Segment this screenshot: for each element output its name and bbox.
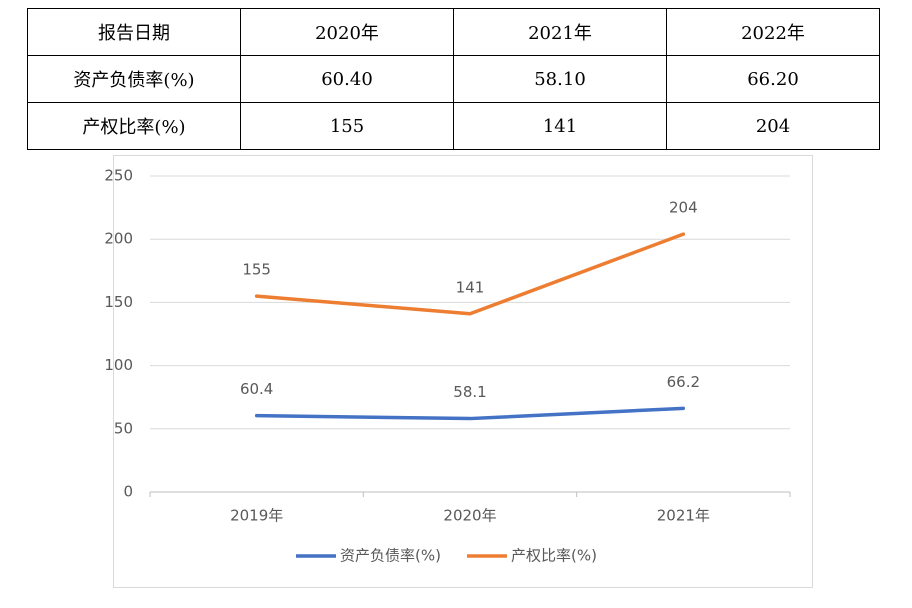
cell: 155 (240, 102, 454, 150)
series-line (254, 406, 686, 421)
cell: 66.20 (666, 55, 880, 103)
y-tick-label: 50 (114, 419, 133, 437)
x-tick-label: 2021年 (657, 507, 710, 525)
header-cell: 2020年 (240, 8, 454, 56)
legend-label: 资产负债率(%) (340, 547, 441, 565)
table-row: 产权比率(%) 155 141 204 (27, 102, 880, 150)
y-tick-label: 0 (123, 483, 133, 501)
header-cell: 2022年 (666, 8, 880, 56)
data-table: 报告日期 2020年 2021年 2022年 资产负债率(%) 60.40 58… (27, 8, 880, 150)
cell: 产权比率(%) (27, 102, 241, 150)
data-label: 60.4 (240, 380, 273, 398)
x-tick-label: 2019年 (230, 507, 283, 525)
chart-frame (113, 155, 813, 588)
legend-label: 产权比率(%) (511, 547, 597, 565)
cell: 141 (453, 102, 667, 150)
x-tick-label: 2020年 (443, 507, 496, 525)
header-cell: 报告日期 (27, 8, 241, 56)
data-label: 155 (242, 261, 271, 279)
y-tick-label: 250 (104, 167, 133, 185)
series-line (254, 232, 686, 316)
table-row: 资产负债率(%) 60.40 58.10 66.20 (27, 55, 880, 103)
y-tick-label: 150 (104, 293, 133, 311)
cell: 58.10 (453, 55, 667, 103)
data-label: 66.2 (667, 373, 700, 391)
cell: 204 (666, 102, 880, 150)
y-tick-label: 200 (104, 230, 133, 248)
data-label: 58.1 (453, 383, 486, 401)
data-label: 141 (456, 278, 485, 296)
data-label: 204 (669, 199, 698, 217)
y-tick-label: 100 (104, 356, 133, 374)
table-header: 报告日期 2020年 2021年 2022年 (27, 8, 880, 56)
